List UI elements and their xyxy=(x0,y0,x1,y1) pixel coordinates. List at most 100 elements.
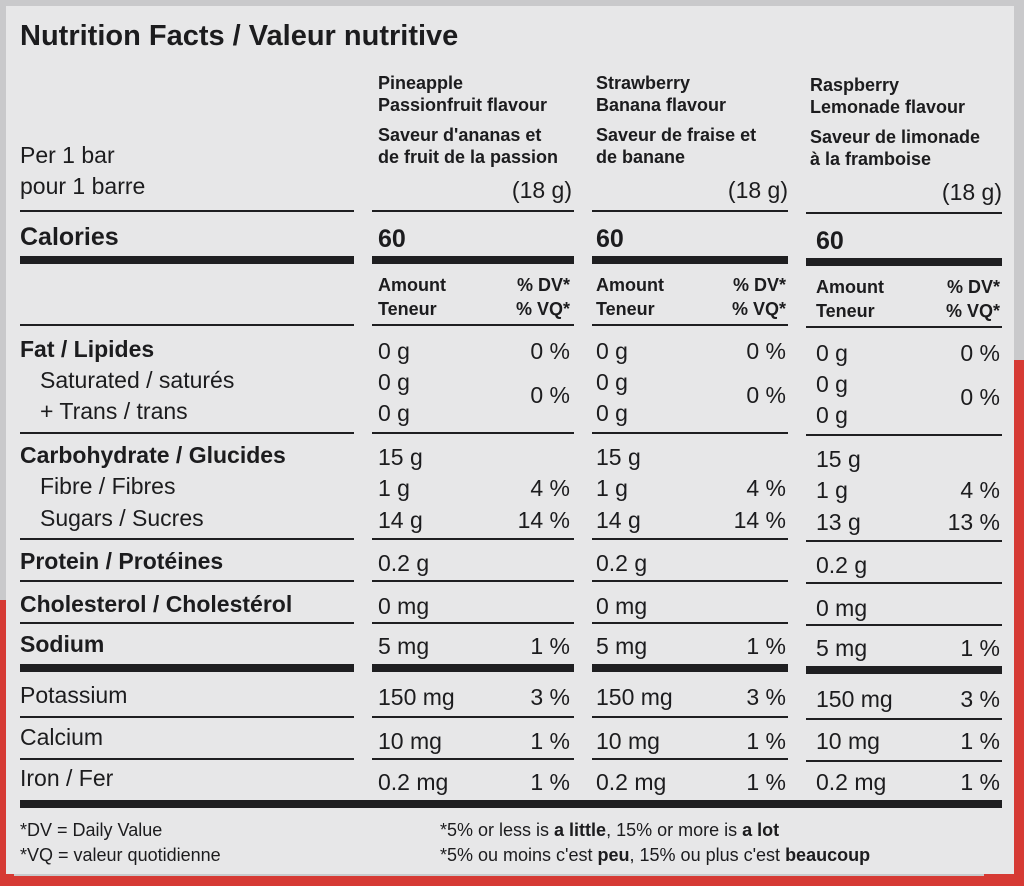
col2-potassium-dv: 3 % xyxy=(746,684,786,710)
red-packaging-bottom xyxy=(0,876,1024,886)
row-cholesterol-label: Cholesterol / Cholestérol xyxy=(20,591,293,617)
col3-carb: 15 g xyxy=(816,446,861,472)
thick-divider xyxy=(806,666,1002,674)
col2-sat-trans-dv: 0 % xyxy=(746,382,786,408)
col1-potassium: 150 mg xyxy=(378,684,455,710)
col2-vq-label: % VQ* xyxy=(731,299,786,319)
col1-teneur-label: Teneur xyxy=(378,299,437,319)
col3-fibre: 1 g xyxy=(816,477,848,503)
col2-amount-label: Amount xyxy=(596,275,664,295)
row-calcium-label: Calcium xyxy=(20,724,104,750)
col2-calcium: 10 mg xyxy=(596,728,660,754)
col2-fibre: 1 g xyxy=(596,475,628,501)
col2-sat: 0 g xyxy=(596,369,628,395)
serving-en: Per 1 bar xyxy=(20,142,115,168)
row-sodium-label: Sodium xyxy=(20,631,105,657)
divider xyxy=(592,758,788,760)
col1-fat-dv: 0 % xyxy=(530,338,570,364)
col1-protein: 0.2 g xyxy=(378,550,430,576)
thick-divider xyxy=(20,664,354,672)
divider xyxy=(20,210,354,212)
col2-serving-size: (18 g) xyxy=(727,177,788,203)
col2-sugars: 14 g xyxy=(596,507,641,533)
col3-name-fr-2: à la framboise xyxy=(810,149,932,169)
divider xyxy=(20,538,354,540)
divider xyxy=(592,622,788,624)
divider xyxy=(372,716,574,718)
col3-serving-size: (18 g) xyxy=(941,179,1002,205)
divider xyxy=(372,622,574,624)
col1-vq-label: % VQ* xyxy=(515,299,570,319)
col1-carb: 15 g xyxy=(378,444,423,470)
col2-fat-dv: 0 % xyxy=(746,338,786,364)
col3-protein: 0.2 g xyxy=(816,552,868,578)
col1-potassium-dv: 3 % xyxy=(530,684,570,710)
col2-dv-label: % DV* xyxy=(732,275,786,295)
col3-sat-trans-dv: 0 % xyxy=(960,384,1000,410)
divider xyxy=(806,212,1002,214)
col2-fibre-dv: 4 % xyxy=(746,475,786,501)
divider xyxy=(20,324,354,326)
divider xyxy=(20,758,354,760)
col1-fibre-dv: 4 % xyxy=(530,475,570,501)
row-iron-label: Iron / Fer xyxy=(20,765,114,791)
row-protein-label: Protein / Protéines xyxy=(20,548,224,574)
col1-serving-size: (18 g) xyxy=(511,177,572,203)
col2-protein: 0.2 g xyxy=(596,550,648,576)
col3-sugars-dv: 13 % xyxy=(947,509,1000,535)
col2-cholesterol: 0 mg xyxy=(596,593,648,619)
thick-divider xyxy=(592,664,788,672)
col3-name-fr-1: Saveur de limonade xyxy=(810,127,981,147)
col1-sugars: 14 g xyxy=(378,507,423,533)
col2-name-en-1: Strawberry xyxy=(596,73,691,93)
col3-teneur-label: Teneur xyxy=(816,301,875,321)
col3-fat-dv: 0 % xyxy=(960,340,1000,366)
col3-fibre-dv: 4 % xyxy=(960,477,1000,503)
divider xyxy=(20,716,354,718)
col2-iron: 0.2 mg xyxy=(596,769,667,795)
col1-fat: 0 g xyxy=(378,338,410,364)
col3-potassium-dv: 3 % xyxy=(960,686,1000,712)
col2-potassium: 150 mg xyxy=(596,684,673,710)
divider xyxy=(372,324,574,326)
thick-divider xyxy=(592,256,788,264)
col3-iron-dv: 1 % xyxy=(960,769,1000,795)
col1-calcium: 10 mg xyxy=(378,728,442,754)
col1-name-en-2: Passionfruit flavour xyxy=(378,95,548,115)
col2-name-en-2: Banana flavour xyxy=(596,95,727,115)
row-saturated-label: Saturated / saturés xyxy=(40,367,235,393)
divider xyxy=(592,324,788,326)
col1-sugars-dv: 14 % xyxy=(517,507,570,533)
col2-calories: 60 xyxy=(596,225,624,253)
divider xyxy=(592,432,788,434)
col3-sugars: 13 g xyxy=(816,509,861,535)
col1-fibre: 1 g xyxy=(378,475,410,501)
col1-name-fr-1: Saveur d'ananas et xyxy=(378,125,542,145)
col1-calories: 60 xyxy=(378,225,406,253)
row-fibre-label: Fibre / Fibres xyxy=(40,473,176,499)
col2-teneur-label: Teneur xyxy=(596,299,655,319)
calories-label: Calories xyxy=(20,223,119,251)
col1-sat-trans-dv: 0 % xyxy=(530,382,570,408)
footnote-dv: *DV = Daily Value xyxy=(20,820,163,840)
col1-amount-label: Amount xyxy=(378,275,446,295)
divider xyxy=(592,538,788,540)
bottom-thick-divider xyxy=(20,800,1002,808)
divider xyxy=(372,580,574,582)
col3-cholesterol: 0 mg xyxy=(816,595,868,621)
col1-cholesterol: 0 mg xyxy=(378,593,430,619)
col2-iron-dv: 1 % xyxy=(746,769,786,795)
col1-sodium: 5 mg xyxy=(378,633,430,659)
col1-iron: 0.2 mg xyxy=(378,769,449,795)
col2-trans: 0 g xyxy=(596,400,628,426)
row-carbohydrate-label: Carbohydrate / Glucides xyxy=(20,442,286,468)
col2-name-fr-1: Saveur de fraise et xyxy=(596,125,757,145)
thick-divider xyxy=(806,258,1002,266)
divider xyxy=(20,580,354,582)
footnote-fr: *5% ou moins c'est peu, 15% ou plus c'es… xyxy=(440,845,871,865)
divider xyxy=(592,210,788,212)
divider xyxy=(20,622,354,624)
divider xyxy=(806,718,1002,720)
col1-iron-dv: 1 % xyxy=(530,769,570,795)
col1-name-en-1: Pineapple xyxy=(378,73,464,93)
